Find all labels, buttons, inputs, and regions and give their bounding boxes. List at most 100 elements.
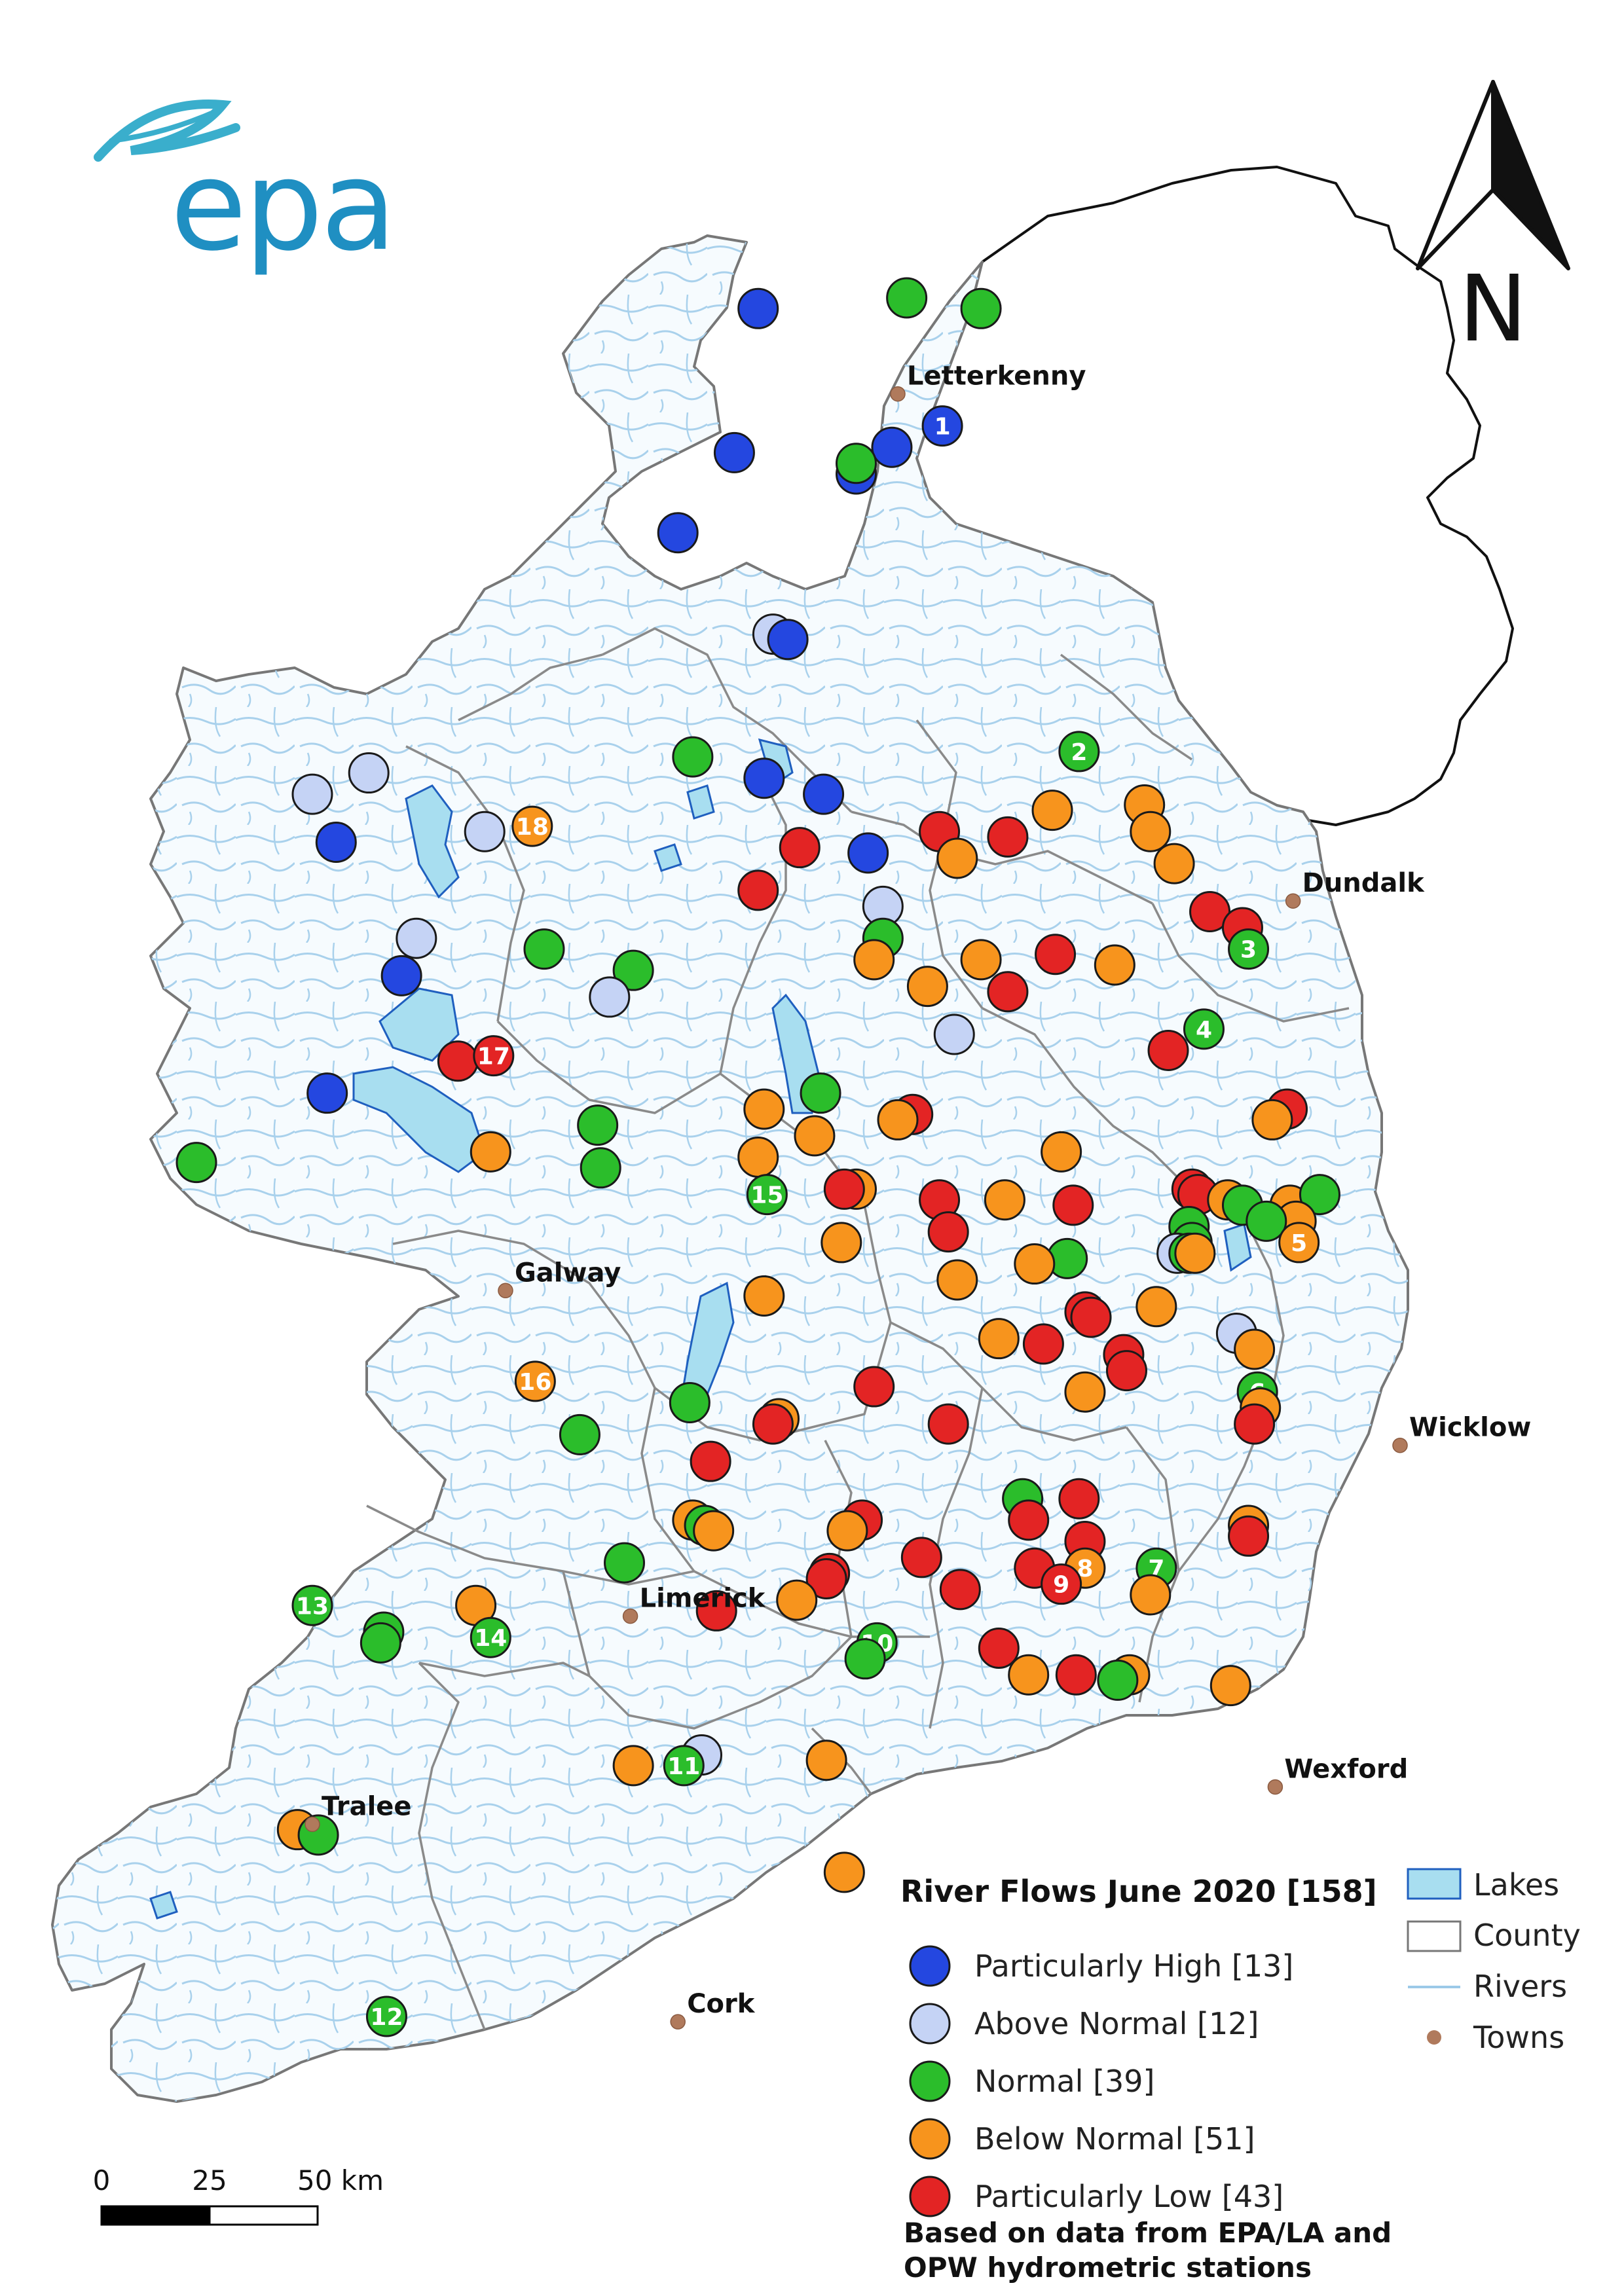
rivers-legend-label: Rivers [1473, 1969, 1567, 2004]
station-marker [1209, 1665, 1251, 1707]
station-marker [936, 837, 978, 879]
town-dot [304, 1816, 320, 1832]
station-marker [604, 1542, 646, 1584]
station-marker [396, 917, 437, 959]
station-marker [1105, 1350, 1147, 1392]
scale-segment-dark [100, 2205, 211, 2226]
station-marker [1228, 1515, 1270, 1557]
county-legend-label: County [1473, 1918, 1581, 1953]
station-marker [737, 287, 779, 329]
station-marker [1228, 928, 1270, 970]
station-marker [175, 1142, 217, 1184]
scale-label-50: 50 km [297, 2164, 384, 2196]
town-dot [498, 1283, 513, 1299]
town-dot [1285, 893, 1301, 909]
scale-segment-light [208, 2205, 319, 2226]
station-marker [939, 1569, 981, 1611]
station-marker [1234, 1403, 1276, 1445]
station-marker [1014, 1243, 1056, 1285]
station-marker [1052, 1184, 1094, 1226]
town-dot [890, 386, 906, 402]
station-marker [1234, 1328, 1276, 1370]
station-marker [752, 1403, 794, 1445]
scale-bar: 0 25 50 km [93, 2164, 384, 2226]
legend-swatch-pl [909, 2176, 951, 2217]
town-label: Wicklow [1409, 1413, 1531, 1443]
station-marker [1058, 731, 1100, 773]
station-marker [933, 1013, 975, 1055]
station-marker [779, 827, 821, 869]
station-marker [470, 1616, 511, 1658]
station-marker [737, 1137, 779, 1178]
station-marker [743, 1088, 785, 1130]
station-marker [473, 1035, 515, 1077]
station-number-label: 1 [934, 414, 951, 441]
station-marker [835, 443, 877, 484]
station-marker [348, 752, 390, 794]
station-marker [365, 1995, 407, 2037]
layer-legend: Lakes County Rivers Towns [1407, 1867, 1581, 2055]
station-marker [1147, 1029, 1189, 1071]
station-number-label: 15 [750, 1182, 783, 1209]
town-dot [670, 2014, 686, 2030]
station-marker [776, 1579, 818, 1621]
station-marker [1022, 1323, 1064, 1365]
station-marker [669, 1382, 710, 1423]
station-number-label: 16 [519, 1369, 551, 1396]
station-marker [1130, 1574, 1172, 1616]
station-marker [886, 277, 928, 319]
county-swatch [1407, 1920, 1462, 1952]
lakes-legend-label: Lakes [1473, 1867, 1559, 1903]
station-marker [844, 1638, 886, 1680]
town-label: Galway [515, 1258, 621, 1288]
station-number-label: 4 [1196, 1017, 1212, 1044]
station-marker [978, 1628, 1020, 1669]
station-marker [695, 1590, 737, 1631]
station-marker [823, 1851, 865, 1893]
station-marker [1008, 1499, 1050, 1541]
station-marker [514, 1360, 556, 1402]
station-marker [523, 928, 565, 970]
station-marker [612, 1745, 654, 1787]
station-marker [690, 1440, 731, 1482]
town-label: Letterkenny [907, 361, 1086, 392]
station-marker [906, 966, 948, 1008]
station-marker [1058, 1478, 1100, 1520]
station-marker [936, 1259, 978, 1301]
station-marker [984, 1179, 1025, 1221]
station-marker [380, 955, 422, 996]
legend-label-pl: Particularly Low [43] [974, 2179, 1283, 2214]
station-marker [577, 1104, 619, 1146]
town-dot [1267, 1779, 1283, 1795]
station-number-label: 12 [370, 2004, 403, 2031]
station-marker [877, 1099, 919, 1140]
station-marker [360, 1622, 401, 1664]
station-marker [1135, 1286, 1177, 1328]
station-marker [580, 1147, 621, 1189]
north-label: N [1459, 256, 1528, 363]
station-marker [559, 1413, 600, 1455]
station-marker [823, 1168, 865, 1210]
station-marker [470, 1131, 511, 1173]
station-number-label: 17 [477, 1044, 510, 1070]
station-marker [960, 287, 1002, 329]
station-marker [1153, 843, 1195, 884]
towns-legend-label: Towns [1473, 2020, 1564, 2055]
station-number-label: 9 [1053, 1572, 1069, 1599]
station-marker [291, 1584, 333, 1626]
legend-title: River Flows June 2020 [158] [900, 1874, 1377, 1909]
station-number-label: 18 [516, 814, 549, 841]
station-marker [693, 1510, 735, 1552]
station-marker [987, 816, 1029, 858]
town-markers: Letterkenny Dundalk Galway Wicklow Limerick W… [304, 361, 1531, 2030]
station-marker [871, 426, 913, 468]
station-marker [743, 757, 785, 799]
station-marker [1070, 1296, 1112, 1338]
station-marker [821, 1222, 862, 1264]
station-marker [800, 1072, 841, 1114]
station-marker [1278, 1222, 1320, 1264]
station-marker [737, 869, 779, 911]
station-marker [1183, 1008, 1225, 1050]
station-number-label: 13 [296, 1593, 329, 1620]
legend-label-ph: Particularly High [13] [974, 1948, 1293, 1984]
